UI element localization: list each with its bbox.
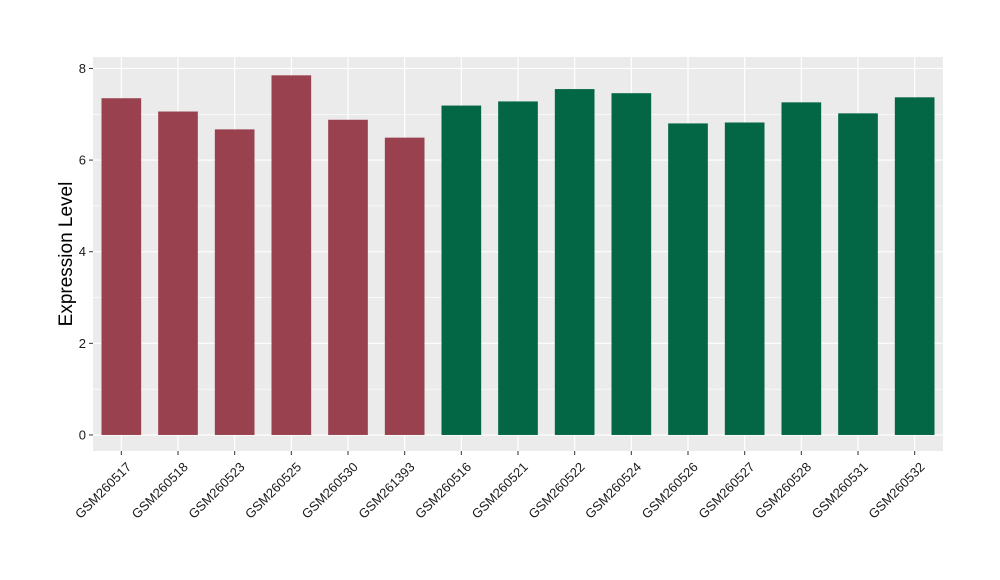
x-tick-label: GSM260530 (299, 459, 361, 521)
x-tick-label: GSM260527 (695, 459, 757, 521)
bar-gsm260522 (554, 89, 595, 435)
bar-gsm260521 (498, 101, 538, 435)
x-tick-label: GSM260526 (639, 459, 701, 521)
x-tick-label: GSM260525 (242, 459, 304, 521)
x-tick-label: GSM260531 (809, 459, 871, 521)
bar-gsm260524 (611, 93, 652, 435)
bar-gsm260528 (781, 102, 822, 435)
x-tick-label: GSM260524 (582, 459, 644, 521)
bar-gsm260525 (271, 75, 312, 435)
y-tick-label: 2 (79, 336, 86, 351)
x-tick-label: GSM260523 (185, 459, 247, 521)
bar-gsm260532 (894, 97, 935, 435)
bar-gsm260531 (838, 113, 878, 435)
bars (101, 75, 935, 435)
y-axis: 0 2 4 6 8 (79, 61, 93, 442)
x-tick-label: GSM260532 (865, 459, 927, 521)
bar-gsm261393 (384, 137, 425, 435)
bar-gsm260526 (668, 123, 708, 435)
y-tick-label: 8 (79, 61, 86, 76)
x-tick-label: GSM260521 (469, 459, 531, 521)
bar-gsm260518 (158, 111, 198, 435)
bar-gsm260527 (724, 122, 765, 435)
x-tick-label: GSM260517 (72, 459, 134, 521)
x-tick-label: GSM260522 (525, 459, 587, 521)
y-tick-label: 6 (79, 153, 86, 168)
x-tick-label: GSM261393 (355, 459, 417, 521)
x-axis: GSM260517GSM260518GSM260523GSM260525GSM2… (72, 451, 928, 522)
bar-gsm260523 (214, 129, 255, 435)
x-tick-label: GSM260528 (752, 459, 814, 521)
bar-gsm260517 (101, 98, 142, 435)
y-tick-label: 4 (79, 244, 86, 259)
y-axis-title: Expression Level (56, 182, 77, 327)
bar-gsm260530 (328, 119, 368, 435)
x-tick-label: GSM260518 (129, 459, 191, 521)
x-tick-label: GSM260516 (412, 459, 474, 521)
y-tick-label: 0 (79, 427, 86, 442)
bar-gsm260516 (441, 105, 482, 435)
